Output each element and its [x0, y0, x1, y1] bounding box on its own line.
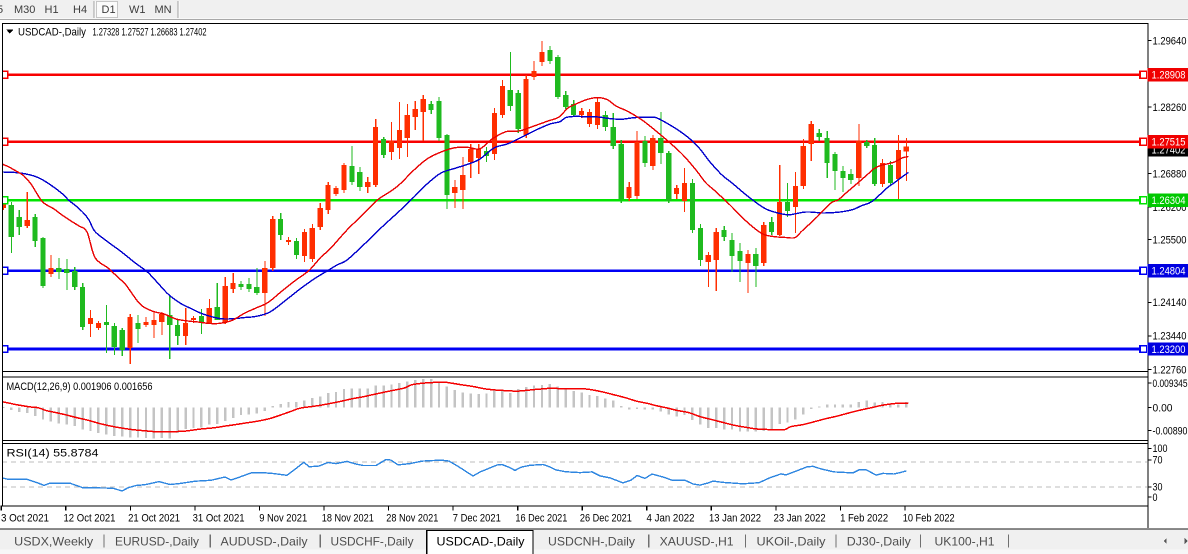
svg-text:USDCHF-,Daily: USDCHF-,Daily	[331, 535, 414, 549]
svg-text:1.23440: 1.23440	[1153, 331, 1187, 343]
svg-text:12 Oct 2021: 12 Oct 2021	[64, 513, 116, 525]
svg-text:26 Dec 2021: 26 Dec 2021	[580, 513, 632, 525]
svg-text:23 Jan 2022: 23 Jan 2022	[774, 513, 826, 525]
svg-text:1.26304: 1.26304	[1152, 195, 1186, 207]
svg-text:4 Jan 2022: 4 Jan 2022	[647, 513, 695, 525]
svg-text:UKOil-,Daily: UKOil-,Daily	[757, 535, 826, 549]
svg-text:1.22760: 1.22760	[1153, 364, 1187, 376]
svg-text:1.27515: 1.27515	[1152, 137, 1186, 149]
svg-text:21 Oct 2021: 21 Oct 2021	[128, 513, 180, 525]
svg-text:0: 0	[1153, 492, 1158, 504]
svg-text:D1: D1	[102, 4, 116, 16]
svg-text:USDCAD-,Daily: USDCAD-,Daily	[437, 535, 525, 549]
svg-text:USDCAD-,Daily: USDCAD-,Daily	[18, 27, 86, 39]
svg-text:MACD(12,26,9) 0.001906 0.00165: MACD(12,26,9) 0.001906 0.001656	[7, 381, 153, 393]
svg-text:16 Dec 2021: 16 Dec 2021	[515, 513, 567, 525]
svg-text:MN: MN	[155, 4, 172, 16]
svg-text:-0.00890: -0.00890	[1153, 425, 1188, 437]
svg-text:1.29640: 1.29640	[1153, 35, 1187, 47]
svg-text:H4: H4	[73, 4, 87, 16]
svg-text:RSI(14) 55.8784: RSI(14) 55.8784	[7, 448, 99, 460]
svg-text:W1: W1	[129, 4, 146, 16]
svg-text:XAUUSD-,H1: XAUUSD-,H1	[660, 535, 734, 549]
svg-text:28 Nov 2021: 28 Nov 2021	[386, 513, 438, 525]
svg-text:1.23200: 1.23200	[1152, 344, 1186, 356]
svg-text:M30: M30	[14, 4, 35, 16]
svg-text:31 Oct 2021: 31 Oct 2021	[193, 513, 245, 525]
svg-text:9 Nov 2021: 9 Nov 2021	[259, 513, 307, 525]
svg-text:0.009345: 0.009345	[1153, 378, 1188, 390]
svg-text:1.24140: 1.24140	[1153, 297, 1187, 309]
svg-text:30: 30	[1153, 482, 1163, 494]
svg-text:H1: H1	[45, 4, 59, 16]
svg-text:USDX,Weekly: USDX,Weekly	[14, 535, 93, 549]
svg-text:AUDUSD-,Daily: AUDUSD-,Daily	[221, 535, 308, 549]
svg-text:1.28908: 1.28908	[1152, 70, 1186, 82]
svg-text:1.26880: 1.26880	[1153, 168, 1187, 180]
svg-text:18 Nov 2021: 18 Nov 2021	[322, 513, 374, 525]
svg-text:10 Feb 2022: 10 Feb 2022	[903, 513, 955, 525]
svg-text:1 Feb 2022: 1 Feb 2022	[840, 513, 888, 525]
svg-text:USDCNH-,Daily: USDCNH-,Daily	[548, 535, 635, 549]
svg-text:1.24804: 1.24804	[1152, 266, 1186, 278]
svg-text:1.25500: 1.25500	[1153, 234, 1187, 246]
svg-text:13 Jan 2022: 13 Jan 2022	[709, 513, 761, 525]
svg-text:3 Oct 2021: 3 Oct 2021	[1, 513, 49, 525]
svg-text:70: 70	[1153, 455, 1163, 467]
svg-text:1.27328 1.27527 1.26683 1.2740: 1.27328 1.27527 1.26683 1.27402	[93, 27, 207, 39]
svg-text:EURUSD-,Daily: EURUSD-,Daily	[115, 535, 199, 549]
svg-text:5: 5	[0, 4, 3, 16]
svg-text:UK100-,H1: UK100-,H1	[935, 535, 995, 549]
svg-text:7 Dec 2021: 7 Dec 2021	[453, 513, 501, 525]
svg-text:1.28260: 1.28260	[1153, 102, 1187, 114]
svg-text:DJ30-,Daily: DJ30-,Daily	[847, 535, 911, 549]
svg-text:100: 100	[1153, 443, 1168, 455]
svg-text:0.00: 0.00	[1153, 403, 1173, 415]
